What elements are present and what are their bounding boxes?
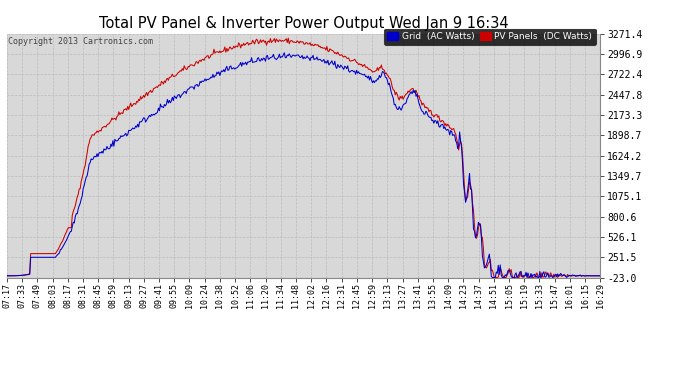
Title: Total PV Panel & Inverter Power Output Wed Jan 9 16:34: Total PV Panel & Inverter Power Output W… xyxy=(99,16,509,31)
Text: Copyright 2013 Cartronics.com: Copyright 2013 Cartronics.com xyxy=(8,38,153,46)
Legend: Grid  (AC Watts), PV Panels  (DC Watts): Grid (AC Watts), PV Panels (DC Watts) xyxy=(384,28,595,45)
